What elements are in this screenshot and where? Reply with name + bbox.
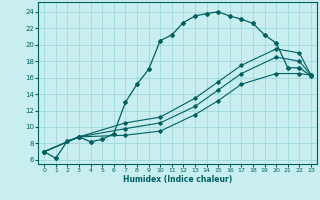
X-axis label: Humidex (Indice chaleur): Humidex (Indice chaleur) — [123, 175, 232, 184]
